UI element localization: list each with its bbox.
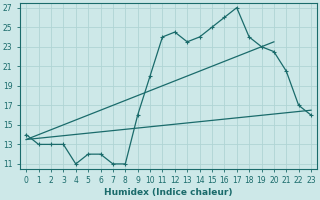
X-axis label: Humidex (Indice chaleur): Humidex (Indice chaleur) <box>104 188 233 197</box>
